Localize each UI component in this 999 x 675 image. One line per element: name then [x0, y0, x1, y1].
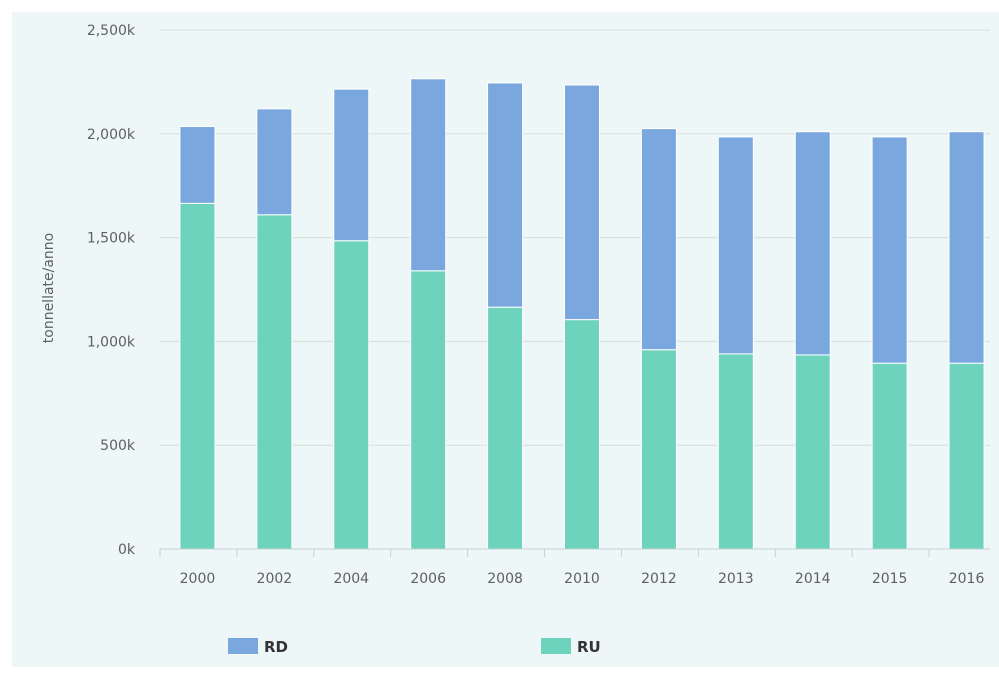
x-tick-label: 2006	[410, 571, 446, 587]
x-tick-label: 2013	[718, 571, 754, 587]
legend-label-ru[interactable]: RU	[577, 638, 601, 656]
legend-swatch-rd[interactable]	[228, 638, 258, 654]
y-tick-label: 1,000k	[87, 334, 136, 350]
x-tick-label: 2008	[487, 571, 523, 587]
bar-ru-2012[interactable]	[640, 349, 677, 550]
bar-rd-2010[interactable]	[564, 84, 600, 321]
x-tick-label: 2015	[872, 571, 908, 587]
y-axis-ticks: 0k 500k 1,000k 1,500k 2,000k 2,500k	[87, 23, 136, 558]
x-tick-label: 2010	[564, 571, 600, 587]
bar-rd-2006[interactable]	[410, 78, 447, 272]
bar-ru-2014[interactable]	[794, 354, 831, 550]
x-tick-label: 2004	[333, 571, 369, 587]
bar-rd-2016[interactable]	[948, 131, 985, 364]
x-tick-label: 2012	[641, 571, 677, 587]
bar-rd-2015[interactable]	[871, 136, 908, 364]
y-tick-label: 2,500k	[87, 23, 136, 39]
x-tick-label: 2014	[795, 571, 831, 587]
bar-ru-2010[interactable]	[564, 319, 600, 550]
bar-ru-2000[interactable]	[179, 202, 216, 550]
bar-ru-2006[interactable]	[410, 270, 447, 550]
bar-ru-2015[interactable]	[871, 362, 908, 550]
bar-ru-2013[interactable]	[717, 353, 754, 550]
x-tick-label: 2016	[949, 571, 985, 587]
bars	[179, 78, 985, 550]
bar-rd-2002[interactable]	[256, 108, 293, 216]
bar-ru-2002[interactable]	[256, 214, 293, 550]
x-axis-ticks: 2000 2002 2004 2006 2008 2010 2012 2013 2014 2015…	[159, 549, 985, 587]
y-tick-label: 2,000k	[87, 127, 136, 143]
bar-rd-2004[interactable]	[333, 88, 370, 242]
y-axis-label: tonnellate/anno	[41, 233, 57, 343]
legend-label-rd[interactable]: RD	[264, 638, 288, 656]
x-tick-label: 2000	[180, 571, 216, 587]
bar-rd-2014[interactable]	[794, 131, 831, 356]
y-tick-label: 0k	[118, 542, 136, 558]
bar-rd-2013[interactable]	[717, 136, 754, 355]
y-tick-label: 1,500k	[87, 231, 136, 247]
bar-rd-2008[interactable]	[487, 82, 524, 308]
bar-ru-2016[interactable]	[948, 362, 985, 550]
bar-rd-2012[interactable]	[640, 128, 677, 351]
legend-swatch-ru[interactable]	[541, 638, 571, 654]
x-tick-label: 2002	[257, 571, 293, 587]
bar-ru-2008[interactable]	[487, 306, 524, 550]
bar-ru-2004[interactable]	[333, 240, 370, 550]
y-tick-label: 500k	[100, 438, 136, 454]
legend: RD RU	[228, 638, 601, 656]
bar-rd-2000[interactable]	[179, 126, 216, 204]
